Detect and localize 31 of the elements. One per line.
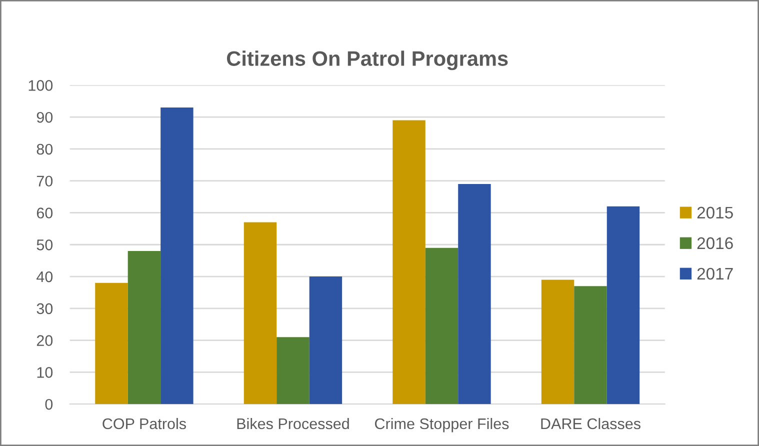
y-tick-label: 10 bbox=[37, 367, 53, 378]
legend-label: 2017 bbox=[697, 268, 733, 280]
bar bbox=[95, 282, 128, 404]
y-tick-label: 60 bbox=[36, 208, 53, 218]
x-tick-label: Crime Stopper Files bbox=[375, 418, 509, 432]
bar bbox=[128, 251, 161, 404]
chart-title: Citizens On Patrol Programs bbox=[226, 50, 508, 70]
x-tick-label: DARE Classes bbox=[541, 418, 640, 430]
bar bbox=[276, 337, 310, 404]
y-tick-label: 90 bbox=[36, 112, 53, 123]
y-tick-label: 30 bbox=[36, 303, 53, 314]
x-tick-label: COP Patrols bbox=[102, 418, 186, 430]
y-tick-label: 20 bbox=[36, 335, 53, 346]
bar bbox=[458, 184, 491, 404]
bar bbox=[541, 280, 574, 404]
y-tick-label: 80 bbox=[36, 144, 53, 155]
legend-label: 2015 bbox=[697, 206, 733, 219]
bar bbox=[244, 222, 277, 404]
y-tick-label: 50 bbox=[36, 240, 53, 250]
bar bbox=[606, 206, 640, 404]
y-tick-label: 70 bbox=[36, 176, 53, 187]
y-tick-label: 0 bbox=[45, 398, 53, 410]
bar bbox=[392, 120, 426, 404]
x-tick-label: Bikes Processed bbox=[237, 418, 349, 430]
bar bbox=[160, 108, 194, 404]
bar bbox=[309, 276, 342, 404]
y-tick-label: 40 bbox=[36, 271, 53, 282]
bar bbox=[574, 286, 607, 404]
legend-label: 2016 bbox=[697, 237, 733, 250]
bar bbox=[425, 248, 458, 404]
y-tick-label: 100 bbox=[28, 80, 53, 91]
